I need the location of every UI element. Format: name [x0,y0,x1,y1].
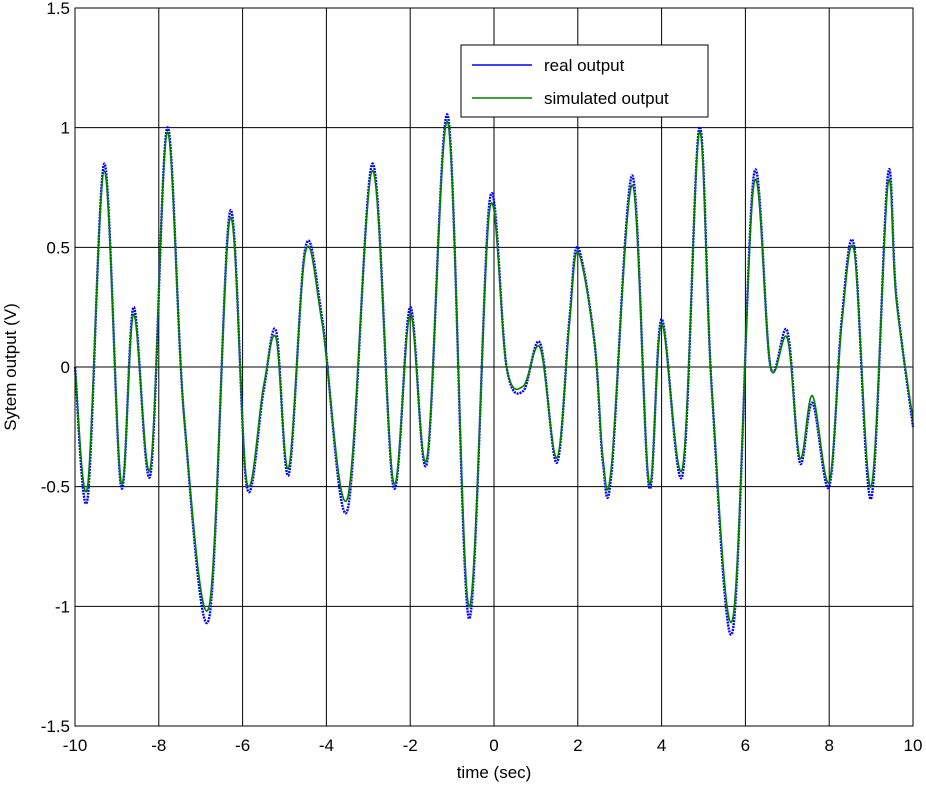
y-tick-labels: -1.5 -1 -0.5 0 0.5 1 1.5 [41,0,70,736]
x-tick-labels: -10 -8 -6 -4 -2 0 2 4 6 8 10 [63,736,923,755]
x-tick-label: 2 [573,736,582,755]
x-tick-label: 6 [741,736,750,755]
x-axis-label: time (sec) [457,763,532,782]
x-tick-label: -4 [319,736,334,755]
y-tick-label: 0.5 [46,238,70,257]
x-tick-label: 8 [824,736,833,755]
y-tick-label: -1 [55,597,70,616]
grid-layer [75,8,913,726]
legend: real output simulated output [460,44,709,118]
y-tick-label: -1.5 [41,717,70,736]
legend-label-real-output: real output [544,56,625,75]
series-layer [73,113,915,636]
y-axis-label: Sytem output (V) [1,303,20,431]
y-tick-label: 0 [61,358,70,377]
y-tick-label: 1 [61,119,70,138]
x-tick-label: 0 [489,736,498,755]
x-tick-label: -6 [235,736,250,755]
x-tick-label: -2 [403,736,418,755]
series-line-simulated-output [74,120,914,624]
y-tick-label: 1.5 [46,0,70,18]
y-tick-label: -0.5 [41,478,70,497]
legend-box [460,44,709,118]
x-tick-label: -10 [63,736,88,755]
x-tick-label: 10 [904,736,923,755]
plot-frame [74,7,914,727]
series-line-real-output [73,113,915,636]
x-tick-label: -8 [151,736,166,755]
legend-label-simulated-output: simulated output [544,89,669,108]
x-tick-label: 4 [657,736,666,755]
